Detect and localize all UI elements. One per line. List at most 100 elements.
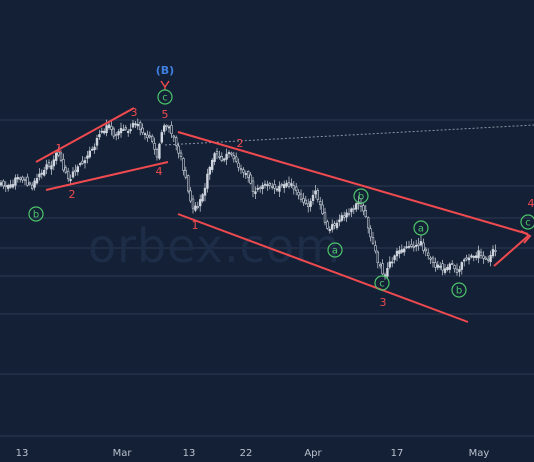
candle-body	[318, 201, 322, 205]
candle-body	[239, 168, 243, 170]
candle-body	[484, 257, 487, 260]
candle-body	[304, 199, 307, 204]
wave-label-circle	[353, 188, 369, 204]
wave-label: c	[379, 279, 385, 290]
candle-body	[256, 187, 259, 190]
wave-label: 3	[131, 106, 138, 119]
candle-body	[450, 263, 454, 265]
candle-body	[402, 248, 406, 253]
candle-body	[491, 249, 495, 257]
wave-label-circle	[374, 275, 390, 291]
candle-body	[88, 150, 92, 158]
candle-body	[441, 263, 444, 271]
wave-label: 5	[162, 108, 169, 121]
candle-body	[321, 204, 324, 214]
candle-body	[419, 241, 423, 246]
trend-line	[177, 213, 469, 323]
candle-body	[158, 143, 161, 159]
candle-body	[119, 128, 123, 134]
trend-line	[35, 107, 135, 163]
candle-body	[407, 245, 411, 248]
candle-body	[323, 212, 327, 224]
candle-body	[9, 184, 12, 188]
candle-body	[201, 194, 204, 202]
candle-body	[223, 158, 226, 161]
candle-body	[266, 184, 269, 187]
candle-body	[251, 180, 255, 192]
candle-body	[165, 124, 168, 127]
candle-body	[309, 201, 312, 207]
wave-label: 2	[237, 137, 244, 150]
candle-body	[151, 135, 154, 142]
candle-body	[412, 245, 415, 248]
candle-body	[177, 145, 180, 154]
candle-body	[189, 190, 192, 202]
candle-body	[390, 261, 394, 264]
candle-body	[364, 210, 367, 218]
candle-body	[472, 256, 475, 258]
peak-marker	[160, 80, 170, 90]
candle-body	[414, 244, 418, 247]
candle-body	[124, 127, 128, 130]
candle-body	[494, 250, 497, 252]
candle-body	[254, 191, 257, 194]
candle-body	[131, 122, 135, 128]
candle-body	[426, 252, 430, 257]
wave-label-circle	[157, 89, 173, 105]
candle-body	[453, 265, 456, 270]
candle-body	[127, 131, 130, 133]
candle-body	[458, 269, 461, 272]
candle-body	[74, 169, 77, 172]
candle-body	[54, 152, 58, 161]
candle-body	[470, 255, 473, 258]
candle-body	[311, 194, 315, 201]
candle-body	[33, 180, 36, 188]
candle-body	[179, 152, 183, 157]
candle-body	[148, 135, 151, 138]
candle-body	[417, 243, 420, 246]
candle-body	[107, 124, 111, 129]
candle-body	[184, 170, 187, 178]
candle-body	[378, 264, 382, 267]
candle-body	[143, 133, 147, 136]
candle-body	[316, 189, 319, 200]
candle-body	[436, 264, 439, 268]
candle-body	[167, 126, 171, 129]
wave-label-circle	[28, 206, 44, 222]
candle-body	[371, 237, 375, 244]
wave-label: (B)	[156, 64, 174, 77]
candle-body	[153, 143, 156, 150]
candle-body	[398, 250, 401, 254]
candle-body	[273, 184, 276, 189]
candle-body	[203, 187, 207, 196]
candle-body	[79, 163, 82, 166]
wave-label-circle	[451, 282, 467, 298]
candle-body	[215, 151, 219, 155]
candle-body	[141, 127, 144, 134]
candle-body	[105, 125, 108, 134]
candle-body	[134, 123, 137, 126]
candle-body	[139, 122, 142, 130]
candle-body	[374, 245, 377, 252]
candle-body	[477, 250, 480, 259]
candle-body	[302, 198, 305, 203]
wave-label-circle	[520, 214, 534, 230]
candle-body	[112, 128, 116, 137]
wave-label: b	[33, 210, 39, 221]
candle-body	[14, 177, 17, 186]
candle-body	[50, 165, 53, 170]
wave-label: 3	[380, 296, 387, 309]
candle-body	[187, 175, 190, 192]
candle-body	[199, 199, 202, 207]
candle-body	[429, 257, 432, 260]
candle-body	[175, 137, 178, 146]
wave-label: 4	[156, 165, 163, 178]
candle-body	[354, 203, 358, 210]
candle-body	[196, 206, 199, 209]
candle-body	[163, 125, 166, 132]
candle-body	[338, 219, 341, 223]
candle-body	[129, 129, 132, 132]
candle-body	[136, 123, 139, 127]
candle-body	[434, 262, 437, 268]
